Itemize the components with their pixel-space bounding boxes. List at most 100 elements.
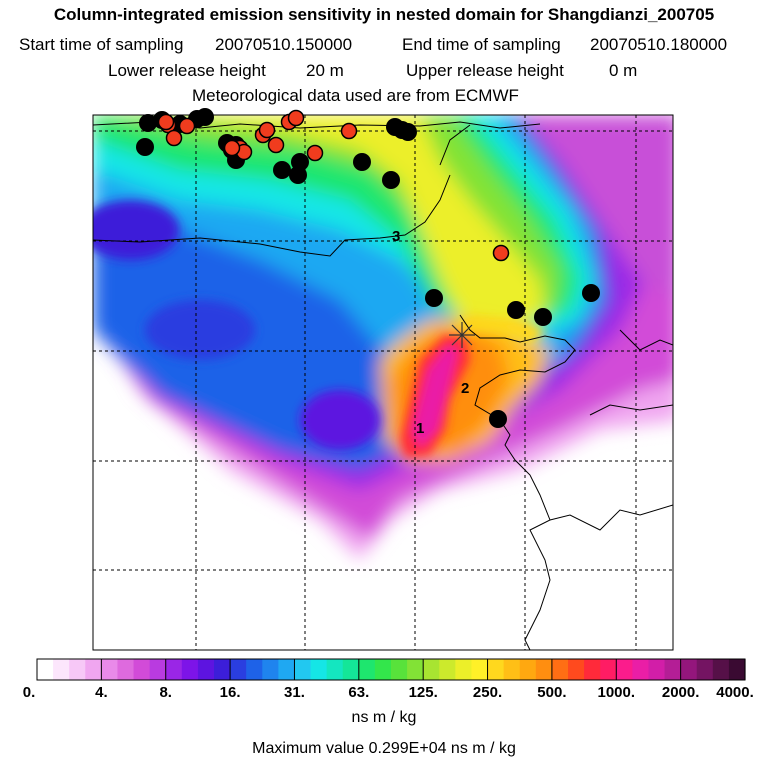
colorbar-cell <box>503 659 521 680</box>
red-station-points <box>157 109 510 262</box>
colorbar-cell <box>680 659 698 680</box>
colorbar-cell <box>616 659 633 680</box>
colorbar-label: 4000. <box>716 684 754 701</box>
colorbar-cell <box>712 659 730 680</box>
met-data-note: Meteorological data used are from ECMWF <box>192 86 519 105</box>
black-station-point <box>582 284 600 302</box>
red-station-point <box>178 117 196 135</box>
site-label-2: 2 <box>461 380 469 397</box>
red-station-point <box>306 144 324 162</box>
colorbar-cell <box>149 659 167 680</box>
colorbar-label: 8. <box>159 684 172 701</box>
colorbar-label: 63. <box>348 684 370 701</box>
upper-height-value: 0 m <box>609 61 638 80</box>
red-station-point <box>223 139 241 157</box>
colorbar-cell <box>278 659 296 680</box>
black-station-point <box>196 108 214 126</box>
colorbar-cell <box>728 659 746 680</box>
colorbar-cell <box>37 659 54 680</box>
black-station-point <box>425 289 443 307</box>
colorbar-cell <box>310 659 328 680</box>
site-label-1: 1 <box>416 420 424 437</box>
red-station-point <box>287 109 305 127</box>
colorbar-cells <box>37 659 746 680</box>
start-time-value: 20070510.150000 <box>215 35 353 54</box>
colorbar-cell <box>407 659 424 680</box>
red-station-point <box>165 129 183 147</box>
colorbar-cell <box>85 659 102 680</box>
colorbar-cell <box>439 659 456 680</box>
colorbar-cell <box>600 659 617 680</box>
colorbar-cell <box>342 659 360 680</box>
black-station-point <box>534 308 552 326</box>
max-value-text: Maximum value 0.299E+04 ns m / kg <box>252 740 516 757</box>
colorbar-cell <box>519 659 537 680</box>
colorbar-cell <box>294 659 312 680</box>
colorbar-cell <box>374 659 392 680</box>
upper-height-label: Upper release height <box>406 61 564 80</box>
colorbar-cell <box>487 659 505 680</box>
red-station-point <box>340 122 358 140</box>
colorbar-cell <box>117 659 135 680</box>
black-station-point <box>489 410 507 428</box>
red-station-point <box>157 113 175 131</box>
colorbar-cell <box>246 659 263 680</box>
black-station-point <box>353 153 371 171</box>
red-station-point <box>492 244 510 262</box>
lower-height-value: 20 m <box>306 61 344 80</box>
colorbar-cell <box>197 659 215 680</box>
colorbar-label: 0. <box>22 684 36 701</box>
colorbar-cell <box>214 659 231 680</box>
colorbar-cell <box>696 659 714 680</box>
colorbar-cell <box>551 659 569 680</box>
red-station-point <box>267 136 285 154</box>
lower-height-label: Lower release height <box>108 61 266 80</box>
colorbar-cell <box>326 659 344 680</box>
red-station-point <box>258 121 276 139</box>
colorbar-label: 16. <box>219 684 241 701</box>
map-frame <box>92 114 674 651</box>
colorbar-cell <box>69 659 86 680</box>
colorbar-label: 500. <box>537 684 567 701</box>
colorbar-label: 2000. <box>661 684 700 701</box>
end-time-label: End time of sampling <box>402 35 561 54</box>
unit-label: ns m / kg <box>351 709 417 726</box>
colorbar-cell <box>648 659 666 680</box>
colorbar-label: 250. <box>472 684 503 701</box>
black-station-point <box>273 161 291 179</box>
black-station-point <box>139 114 157 132</box>
colorbar-cell <box>632 659 650 680</box>
black-station-point <box>399 123 417 141</box>
start-time-label: Start time of sampling <box>19 35 184 54</box>
black-station-point <box>136 138 154 156</box>
site-label-3: 3 <box>392 228 400 245</box>
colorbar-cell <box>664 659 682 680</box>
colorbar-cell <box>471 659 489 680</box>
colorbar-cell <box>133 659 151 680</box>
colorbar-label: 4. <box>95 684 108 701</box>
colorbar-cell <box>101 659 119 680</box>
colorbar-cell <box>455 659 473 680</box>
colorbar-cell <box>568 659 585 680</box>
colorbar-cell <box>358 659 376 680</box>
colorbar-label: 125. <box>408 684 438 701</box>
colorbar-cell <box>423 659 440 680</box>
colorbar-cell <box>584 659 601 680</box>
colorbar-cell <box>165 659 183 680</box>
colorbar-cell <box>230 659 247 680</box>
colorbar-cell <box>53 659 70 680</box>
colorbar-cell <box>181 659 199 680</box>
end-time-value: 20070510.180000 <box>590 35 728 54</box>
black-station-point <box>507 301 525 319</box>
black-station-point <box>289 166 307 184</box>
colorbar-label: 31. <box>284 684 305 701</box>
sensitivity-field <box>93 115 673 650</box>
colorbar-cell <box>391 659 408 680</box>
colorbar-cell <box>535 659 553 680</box>
colorbar-ticks <box>36 659 746 680</box>
colorbar-cell <box>262 659 279 680</box>
black-station-point <box>382 171 400 189</box>
receptor-marker-icon <box>449 322 475 348</box>
